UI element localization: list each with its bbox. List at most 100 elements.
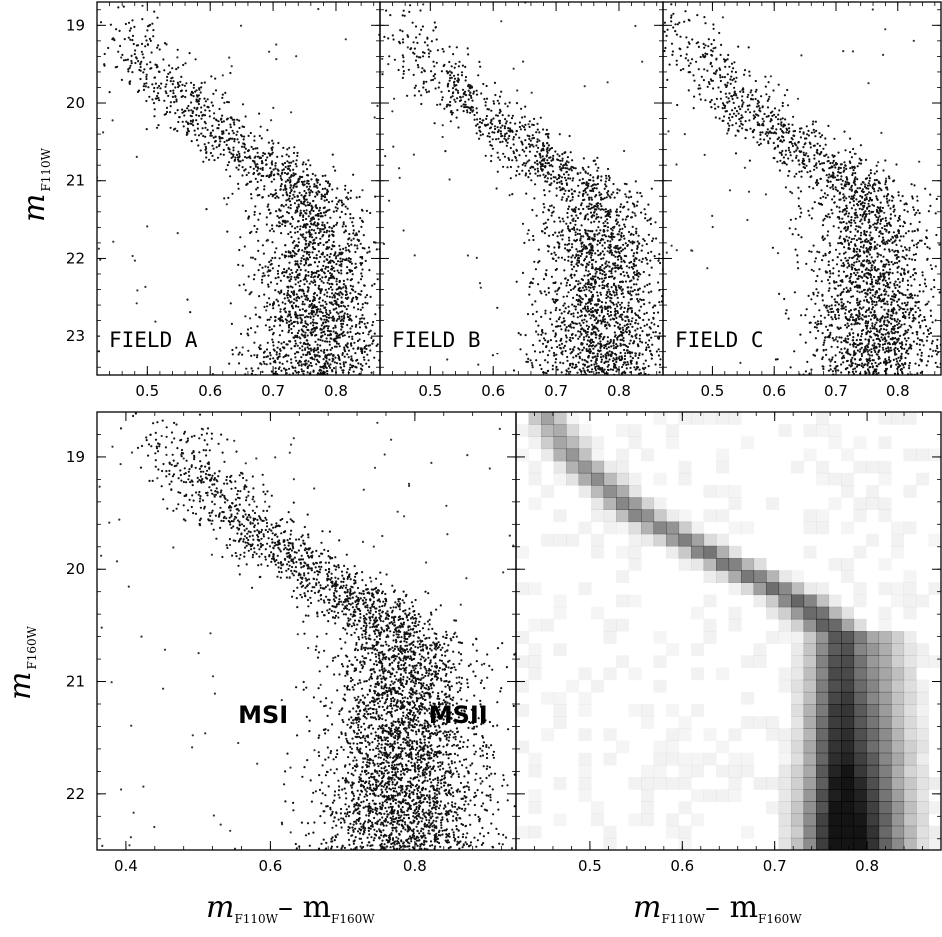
star-point xyxy=(531,134,534,137)
star-point xyxy=(297,351,300,354)
star-point xyxy=(213,140,217,143)
star-point xyxy=(563,323,566,326)
star-point xyxy=(557,173,560,177)
star-point xyxy=(287,267,290,270)
star-point xyxy=(255,230,258,234)
star-point xyxy=(391,34,394,37)
field-b-plot-area xyxy=(381,2,663,375)
star-point xyxy=(622,328,625,332)
star-point xyxy=(190,94,193,97)
star-point xyxy=(572,177,575,180)
star-point xyxy=(631,242,634,245)
star-point xyxy=(304,242,307,245)
star-point xyxy=(508,158,511,161)
star-point xyxy=(360,272,363,275)
star-point xyxy=(340,201,344,204)
star-point xyxy=(524,172,528,175)
star-point xyxy=(622,363,625,366)
star-point xyxy=(326,191,329,194)
star-point xyxy=(570,313,573,316)
star-point xyxy=(575,269,578,273)
star-point xyxy=(536,138,539,141)
star-point xyxy=(301,183,304,186)
star-point xyxy=(480,92,483,95)
star-point xyxy=(232,153,235,156)
star-point xyxy=(647,251,650,255)
star-point xyxy=(133,25,136,28)
star-point xyxy=(526,160,529,163)
star-point xyxy=(271,224,274,227)
star-point xyxy=(194,58,197,61)
star-point xyxy=(555,320,558,323)
star-point xyxy=(368,250,371,253)
star-point xyxy=(306,366,309,369)
star-point xyxy=(350,344,353,347)
star-point xyxy=(616,296,619,299)
star-point xyxy=(369,329,372,332)
star-point xyxy=(486,123,490,126)
star-point xyxy=(547,250,550,253)
star-point xyxy=(601,367,604,370)
star-point xyxy=(152,102,156,105)
star-point xyxy=(561,196,564,199)
star-point xyxy=(423,69,426,72)
star-point xyxy=(237,150,240,153)
star-point xyxy=(148,37,151,41)
star-point xyxy=(457,91,460,94)
star-point xyxy=(279,308,282,311)
star-point xyxy=(589,230,592,233)
star-point xyxy=(529,139,532,142)
star-point xyxy=(569,339,572,342)
star-point xyxy=(606,167,610,171)
star-point xyxy=(512,152,516,155)
star-point xyxy=(613,235,616,239)
star-point xyxy=(531,303,534,306)
star-point xyxy=(590,198,594,201)
star-point xyxy=(614,262,617,265)
star-point xyxy=(640,195,643,198)
star-point xyxy=(255,188,258,191)
star-point xyxy=(406,34,409,37)
star-point xyxy=(541,328,544,332)
star-point xyxy=(630,320,633,323)
y-tick-label: 22 xyxy=(66,249,85,267)
star-point xyxy=(535,310,538,313)
star-point xyxy=(344,297,347,300)
star-point xyxy=(597,303,600,306)
star-point xyxy=(542,128,545,131)
star-point xyxy=(447,71,450,74)
star-point xyxy=(413,86,416,89)
star-point xyxy=(294,227,297,230)
star-point xyxy=(550,173,553,176)
star-point xyxy=(305,250,308,253)
star-point xyxy=(345,257,348,260)
star-point xyxy=(166,75,169,78)
star-point xyxy=(615,210,618,213)
star-point xyxy=(543,371,547,374)
star-point xyxy=(315,254,318,257)
star-point xyxy=(514,122,517,125)
star-point xyxy=(533,117,536,120)
star-point xyxy=(278,257,281,260)
star-point xyxy=(298,191,301,194)
star-point xyxy=(335,223,338,226)
star-point xyxy=(303,180,306,183)
star-point xyxy=(324,340,327,343)
star-point xyxy=(319,344,322,347)
star-point xyxy=(546,142,549,145)
star-point xyxy=(586,213,589,216)
star-point xyxy=(427,55,431,58)
star-point xyxy=(582,307,585,310)
star-point xyxy=(577,337,580,340)
star-point xyxy=(287,165,290,168)
star-point xyxy=(587,365,590,368)
star-point xyxy=(550,182,553,185)
star-point xyxy=(588,351,591,354)
star-point xyxy=(251,369,254,372)
star-point xyxy=(607,261,611,264)
star-point xyxy=(261,370,264,373)
star-point xyxy=(292,292,295,295)
star-point xyxy=(451,111,454,114)
star-point xyxy=(253,156,256,159)
star-point xyxy=(638,352,641,355)
